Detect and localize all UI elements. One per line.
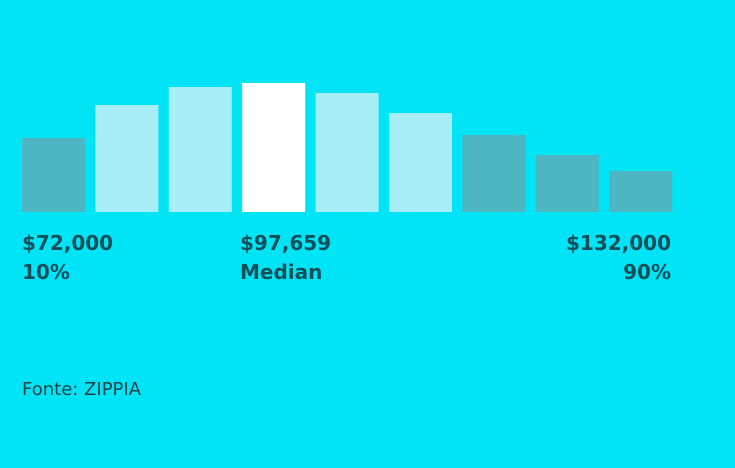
source-note: Fonte: ZIPPIA — [22, 379, 142, 400]
percentile-90-value: $132,000 — [565, 231, 671, 255]
bar-5 — [315, 93, 379, 212]
percentile-90-label: $132,000 90% — [566, 229, 671, 287]
percentile-90-caption: 90% — [623, 260, 671, 284]
bar-3 — [168, 87, 232, 212]
bar-8 — [535, 155, 599, 212]
percentile-10-label: $72,000 10% — [22, 229, 113, 287]
median-value: $97,659 — [240, 231, 332, 255]
median-label: $97,659 Median — [240, 229, 331, 287]
bar-2 — [95, 105, 159, 212]
bar-1 — [22, 138, 85, 212]
salary-distribution-chart — [22, 83, 673, 212]
bar-6 — [389, 113, 452, 212]
median-caption: Median — [240, 260, 323, 284]
bar-7 — [462, 135, 526, 212]
percentile-10-value: $72,000 — [22, 231, 114, 255]
bar-9 — [609, 171, 673, 212]
bar-median — [242, 83, 306, 212]
percentile-10-caption: 10% — [22, 260, 70, 284]
